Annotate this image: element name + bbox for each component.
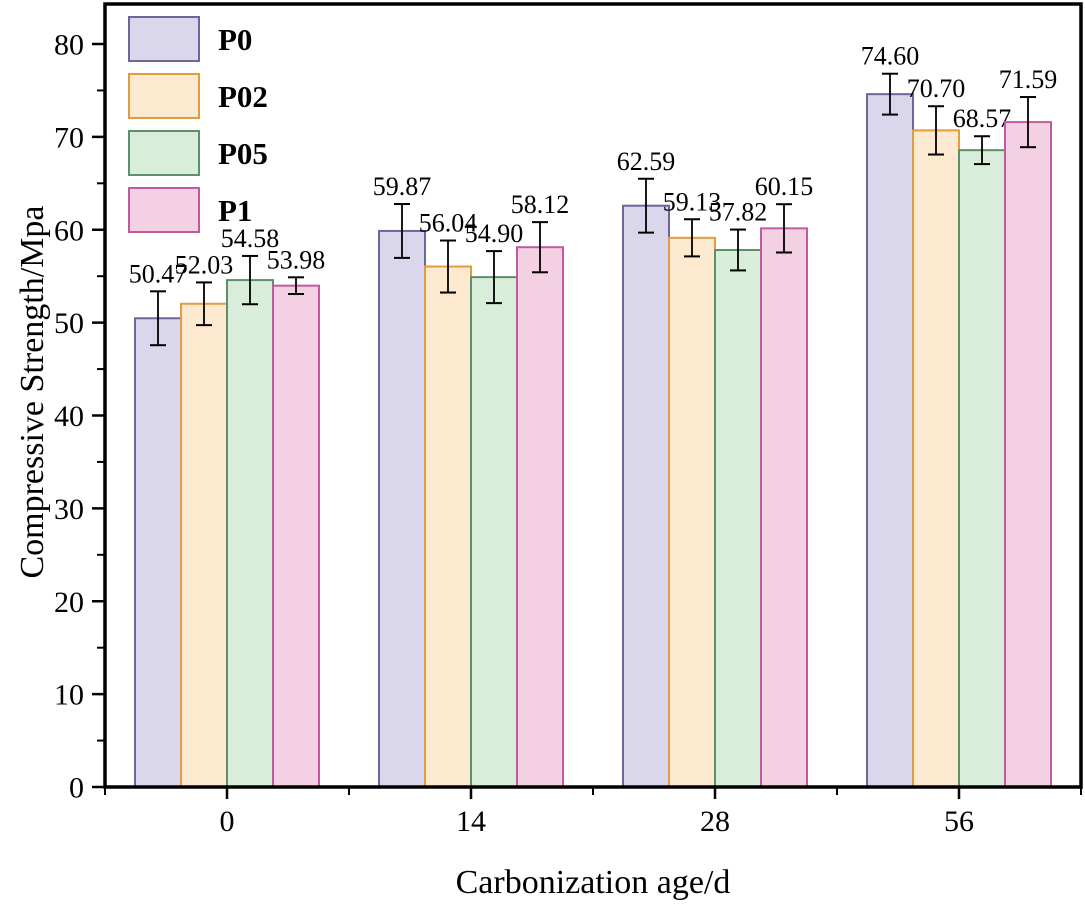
bar-P1-age0	[272, 284, 320, 788]
legend-item-p1: P1	[128, 187, 268, 233]
bar-P02-age0	[180, 302, 228, 788]
legend-item-p02: P02	[128, 73, 268, 119]
y-tick-label: 10	[54, 679, 84, 712]
legend-label-p02: P02	[218, 78, 268, 114]
legend-item-p05: P05	[128, 130, 268, 176]
legend: P0 P02 P05 P1	[128, 16, 268, 233]
y-tick-label: 70	[54, 121, 84, 154]
x-tick-label: 28	[700, 805, 730, 838]
y-tick-label: 60	[54, 214, 84, 247]
bar-value-label: 58.12	[511, 190, 570, 219]
bar-value-label: 50.47	[129, 259, 188, 288]
x-tick-label: 14	[456, 805, 486, 838]
bar-value-label: 53.98	[267, 245, 326, 274]
bar-value-label: 57.82	[709, 198, 768, 227]
bar-P0-age56	[866, 93, 914, 788]
bar-P1-age56	[1004, 121, 1052, 789]
bar-P02-age56	[912, 129, 960, 788]
bar-value-label: 56.04	[419, 209, 478, 238]
bar-P05-age0	[226, 279, 274, 788]
bar-value-label: 71.59	[999, 65, 1058, 94]
bar-value-label: 52.03	[175, 250, 234, 279]
y-tick-label: 0	[69, 772, 84, 805]
y-tick-label: 30	[54, 493, 84, 526]
legend-swatch-p0	[128, 16, 200, 62]
bar-value-label: 60.15	[755, 172, 814, 201]
bar-value-label: 59.87	[373, 172, 432, 201]
bar-P0-age28	[622, 204, 670, 788]
bar-P0-age0	[134, 317, 182, 788]
x-tick-label: 56	[944, 805, 974, 838]
legend-item-p0: P0	[128, 16, 268, 62]
x-tick-label: 0	[220, 805, 235, 838]
legend-swatch-p02	[128, 73, 200, 119]
bar-P02-age14	[424, 265, 472, 788]
bar-value-label: 74.60	[861, 42, 920, 71]
legend-label-p1: P1	[218, 192, 253, 228]
bar-value-label: 59.13	[663, 187, 722, 216]
legend-swatch-p05	[128, 130, 200, 176]
bar-value-label: 70.70	[907, 74, 966, 103]
bar-P05-age14	[470, 276, 518, 788]
legend-swatch-p1	[128, 187, 200, 233]
bar-P05-age28	[714, 248, 762, 788]
legend-label-p0: P0	[218, 21, 253, 57]
plot-frame	[103, 2, 1083, 789]
bar-P05-age56	[958, 149, 1006, 788]
x-axis-title: Carbonization age/d	[455, 864, 731, 901]
legend-label-p05: P05	[218, 135, 268, 171]
bar-value-label: 54.90	[465, 219, 524, 248]
y-tick-label: 50	[54, 307, 84, 340]
y-tick-label: 40	[54, 400, 84, 433]
bar-P1-age14	[516, 246, 564, 788]
bar-value-label: 54.58	[221, 224, 280, 253]
bar-value-label: 68.57	[953, 104, 1012, 133]
y-tick-label: 80	[54, 29, 84, 62]
y-axis-title: Compressive Strength/Mpa	[14, 205, 51, 579]
bar-value-label: 62.59	[617, 147, 676, 176]
bar-P0-age14	[378, 229, 426, 788]
bar-P02-age28	[668, 236, 716, 788]
y-tick-label: 20	[54, 586, 84, 619]
bar-P1-age28	[760, 227, 808, 788]
